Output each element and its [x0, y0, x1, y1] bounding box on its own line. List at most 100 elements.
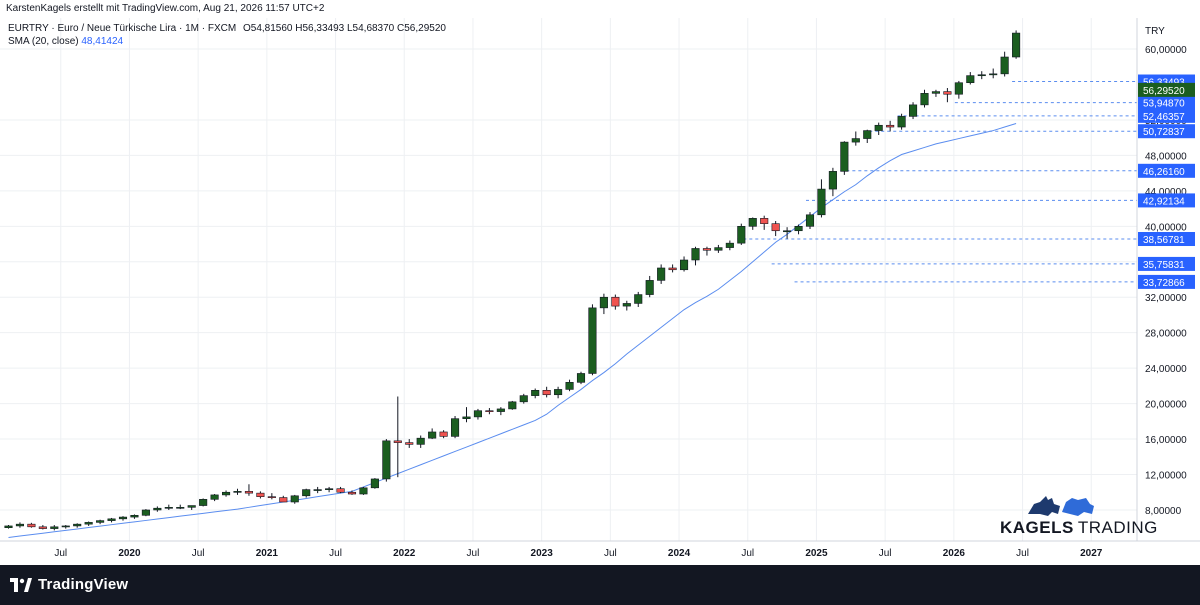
x-tick-label: 2021: [256, 548, 279, 559]
candle-body: [679, 259, 689, 271]
legend: EURTRY · Euro / Neue Türkische Lira · 1M…: [8, 22, 446, 48]
candle: [954, 80, 963, 99]
candle: [210, 494, 219, 502]
candle-body: [805, 214, 815, 227]
candle: [1012, 30, 1021, 59]
candle: [164, 504, 173, 510]
candle: [897, 113, 906, 130]
level-label-bg: [1138, 163, 1195, 178]
candle-body: [954, 82, 963, 95]
candle-body: [737, 226, 746, 244]
candle: [931, 89, 941, 97]
candle-body: [840, 141, 849, 172]
candle-body: [141, 509, 150, 516]
candle-body: [611, 296, 620, 307]
candle-body: [4, 525, 13, 529]
candle: [50, 525, 59, 531]
tradingview-logo[interactable]: TradingView: [10, 576, 128, 593]
price-axis[interactable]: 60,0000052,0000048,0000044,0000040,00000…: [1136, 18, 1195, 541]
credit-text: KarstenKagels erstellt mit TradingView.c…: [6, 3, 325, 14]
candle: [908, 102, 918, 120]
candle: [805, 212, 815, 229]
top-strip: KarstenKagels erstellt mit TradingView.c…: [0, 0, 1200, 18]
x-tick-label: Jul: [192, 548, 205, 559]
level-label-bg: [1138, 95, 1195, 110]
candle-body: [531, 390, 540, 396]
candle: [1000, 51, 1009, 77]
candle-body: [187, 505, 196, 508]
legend-sma-label[interactable]: SMA (20, close): [8, 36, 79, 47]
candle-body: [325, 488, 334, 491]
candle-body: [634, 294, 643, 304]
sma-polyline: [8, 123, 1017, 538]
candle: [760, 215, 769, 230]
candle-body: [657, 267, 666, 281]
candle-body: [863, 130, 872, 139]
watermark-part1: KAGELS: [1000, 518, 1074, 537]
candle: [725, 240, 734, 251]
candle: [428, 428, 437, 440]
candle-body: [931, 91, 941, 94]
x-tick-label: Jul: [467, 548, 480, 559]
legend-sma-row: SMA (20, close) 48,41424: [8, 35, 446, 48]
candle: [554, 386, 563, 399]
candle: [96, 519, 105, 525]
candle-body: [886, 124, 895, 128]
level-label-bg: [1138, 232, 1195, 247]
level-label: 38,56781: [1143, 235, 1185, 246]
currency-label[interactable]: TRY: [1145, 26, 1165, 37]
candle-body: [61, 525, 70, 528]
candle: [748, 217, 757, 230]
candle: [141, 509, 150, 517]
candle-body: [496, 408, 505, 412]
candle: [405, 439, 414, 448]
watermark-part2: TRADING: [1077, 518, 1158, 537]
candle: [38, 525, 47, 530]
candle: [118, 516, 128, 521]
candle: [222, 490, 231, 497]
candle: [244, 484, 253, 496]
candle-body: [416, 437, 425, 445]
tradingview-icon: [10, 577, 32, 592]
candle-body: [222, 491, 231, 496]
candle-body: [897, 116, 906, 128]
x-tick-label: 2024: [668, 548, 691, 559]
candle-body: [382, 440, 391, 480]
candle: [313, 486, 322, 494]
sma-line: [8, 123, 1017, 538]
price-chart[interactable]: 60,0000052,0000048,0000044,0000040,00000…: [0, 0, 1200, 565]
candle: [279, 495, 288, 503]
candle-body: [920, 93, 929, 106]
candle-body: [462, 416, 471, 419]
candle: [382, 439, 391, 482]
level-label: 42,92134: [1143, 196, 1185, 207]
candle: [336, 486, 345, 494]
candle: [863, 129, 872, 143]
legend-symbol[interactable]: EURTRY · Euro / Neue Türkische Lira · 1M…: [8, 23, 237, 34]
level-label: 50,72837: [1143, 127, 1185, 138]
candle-body: [977, 74, 986, 77]
x-tick-label: Jul: [741, 548, 754, 559]
y-tick-label: 12,00000: [1145, 471, 1187, 482]
candle: [370, 478, 379, 489]
candle-body: [817, 188, 826, 216]
candle: [153, 506, 162, 512]
candle-body: [966, 75, 975, 84]
candle-body: [267, 496, 276, 498]
candle: [840, 141, 849, 175]
y-tick-label: 60,00000: [1145, 45, 1187, 56]
candle-body: [473, 410, 483, 418]
time-axis[interactable]: Jul 2020 Jul 2021 Jul 2022 Jul 2023 Jul 2024 Jul 20…: [0, 540, 1200, 559]
candle: [439, 430, 448, 439]
candles: [4, 30, 1021, 531]
level-label-bg: [1138, 124, 1195, 139]
candle: [416, 435, 425, 448]
candle: [977, 71, 986, 80]
candle: [817, 179, 826, 218]
candle-body: [130, 514, 139, 518]
candle-body: [370, 478, 379, 489]
candle-body: [783, 230, 792, 233]
candle: [485, 408, 494, 415]
candle-body: [256, 492, 265, 497]
legend-ohlc: O54,81560 H56,33493 L54,68370 C56,29520: [243, 23, 446, 34]
